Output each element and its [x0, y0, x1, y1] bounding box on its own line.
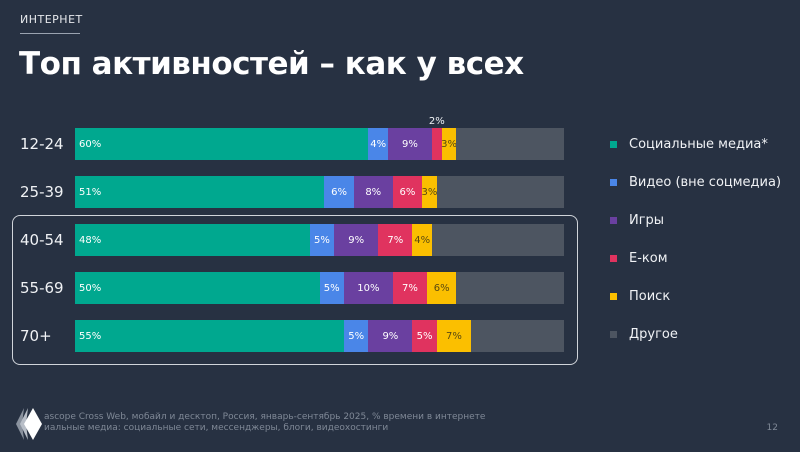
- bar-segment: 2%: [429, 116, 445, 160]
- bar-row: 60% 4% 9% 2% 3%: [75, 116, 564, 160]
- bar-segment-label: 55%: [79, 330, 102, 342]
- bar-segment: 60%: [75, 128, 369, 160]
- bar-segment-label: 6%: [399, 186, 416, 198]
- logo-icon: [16, 408, 42, 440]
- divider: [20, 33, 80, 34]
- row-label: 55-69: [20, 279, 64, 297]
- bar-row: 51% 6% 8% 6% 3%: [75, 176, 564, 208]
- bar-segment: 51%: [75, 176, 325, 208]
- bar-segment: 8%: [353, 176, 393, 208]
- bar-segment: 4%: [368, 128, 388, 160]
- bar-segment: 6%: [392, 176, 423, 208]
- legend-item: Поиск: [610, 289, 670, 304]
- legend-label: Другое: [629, 327, 678, 342]
- bar-segment: 6%: [324, 176, 354, 208]
- bar-segment-label: 2%: [428, 116, 445, 127]
- bar-segment-label: 10%: [357, 282, 380, 294]
- bar-segment-label: 4%: [370, 138, 387, 150]
- footnote-source: ascope Cross Web, мобайл и десктоп, Росс…: [44, 412, 486, 422]
- bar-segment-label: 7%: [387, 234, 404, 246]
- legend-item: Игры: [610, 213, 664, 228]
- legend-label: Е-ком: [629, 251, 668, 266]
- legend-item: Е-ком: [610, 251, 668, 266]
- footnote-definition: иальные медиа: социальные сети, мессендж…: [44, 423, 389, 433]
- bar-segment-label: 9%: [402, 138, 418, 150]
- legend-swatch: [610, 141, 617, 148]
- bar-segment-label: 5%: [323, 282, 340, 294]
- page-number: 12: [766, 423, 778, 433]
- bar-segment-label: 50%: [79, 282, 102, 294]
- bar-segment-label: 48%: [79, 234, 102, 246]
- bar-segment: 48%: [75, 224, 310, 256]
- legend-label: Игры: [629, 213, 665, 228]
- bar-segment-label: 6%: [331, 186, 347, 198]
- bar-segment-label: 9%: [348, 234, 365, 246]
- legend-label: Поиск: [629, 289, 671, 304]
- bar-segment-label: 7%: [445, 330, 462, 342]
- bar-segment: 50%: [75, 272, 320, 304]
- legend-item: Видео (вне соцмедиа): [610, 175, 781, 190]
- row-label: 40-54: [20, 231, 64, 249]
- legend-swatch: [610, 331, 617, 338]
- bar-segment: [456, 272, 564, 304]
- bar-segment-label: 5%: [314, 234, 330, 246]
- legend-label: Социальные медиа*: [629, 137, 768, 152]
- bar-row: 55% 5% 9% 5% 7%: [75, 320, 564, 352]
- bar-segment-label: 6%: [433, 282, 450, 294]
- bar-segment: 5%: [343, 320, 369, 352]
- bar-segment: 5%: [319, 272, 344, 304]
- row-label: 25-39: [20, 183, 64, 201]
- bar-segment-label: 51%: [79, 186, 102, 198]
- bar-segment: [431, 224, 564, 256]
- bar-segment: 9%: [387, 128, 432, 160]
- bar-segment: [456, 128, 564, 160]
- bar-segment: [436, 176, 564, 208]
- legend-swatch: [610, 293, 617, 300]
- legend-swatch: [610, 217, 617, 224]
- bar-segment: 10%: [343, 272, 393, 304]
- bar-segment: [471, 320, 564, 352]
- bar-segment: 9%: [334, 224, 379, 256]
- legend-item: Другое: [610, 327, 678, 342]
- legend-label: Видео (вне соцмедиа): [629, 175, 782, 190]
- bar-segment-label: 60%: [79, 138, 102, 150]
- bar-segment-label: 4%: [414, 234, 431, 246]
- bar-segment: 7%: [378, 224, 413, 256]
- bar-segment: 7%: [436, 320, 472, 352]
- highlight-box: [12, 215, 578, 365]
- bar-segment: 9%: [368, 320, 413, 352]
- section-label: ИНТЕРНЕТ: [20, 13, 83, 26]
- bar-row: 50% 5% 10% 7% 6%: [75, 272, 564, 304]
- bar-segment: 3%: [441, 128, 457, 160]
- bar-segment: 55%: [75, 320, 344, 352]
- row-label: 70+: [20, 327, 52, 345]
- bar-segment: 6%: [427, 272, 457, 304]
- page-title: Топ активностей – как у всех: [19, 46, 524, 82]
- bar-segment-label: 9%: [382, 330, 399, 342]
- bar-segment: 3%: [422, 176, 437, 208]
- legend-item: Социальные медиа*: [610, 137, 768, 152]
- legend-swatch: [610, 179, 617, 186]
- bar-segment-label: 3%: [421, 186, 438, 198]
- bar-segment: 4%: [412, 224, 432, 256]
- bar-segment: 5%: [412, 320, 437, 352]
- bar-segment: 7%: [392, 272, 428, 304]
- bar-segment: 5%: [309, 224, 335, 256]
- bar-row: 48% 5% 9% 7% 4%: [75, 224, 564, 256]
- bar-segment-label: 3%: [441, 138, 457, 150]
- bar-segment-label: 8%: [365, 186, 382, 198]
- legend-swatch: [610, 255, 617, 262]
- bar-segment-label: 5%: [348, 330, 365, 342]
- bar-segment-label: 7%: [402, 282, 418, 294]
- bar-segment-label: 5%: [416, 330, 433, 342]
- row-label: 12-24: [20, 135, 64, 153]
